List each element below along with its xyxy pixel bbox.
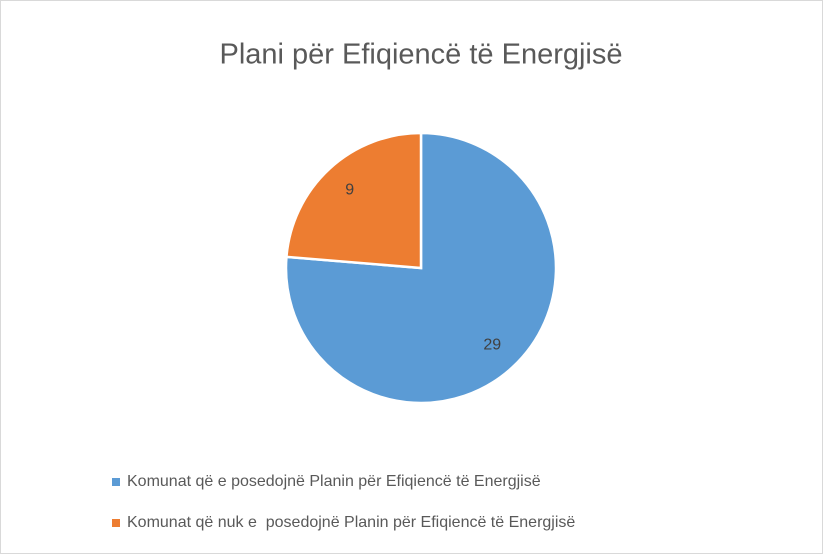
legend-marker [112,519,120,527]
legend-label: Komunat që e posedojnë Planin për Efiqie… [127,473,541,490]
legend-label: Komunat që nuk e posedojnë Planin për Ef… [127,514,575,531]
chart-title: Plani për Efiqiencë të Energjisë [219,39,622,71]
pie-slice [285,131,423,270]
data-label: 29 [483,337,501,354]
data-label: 9 [345,182,354,199]
legend-marker [112,478,120,486]
